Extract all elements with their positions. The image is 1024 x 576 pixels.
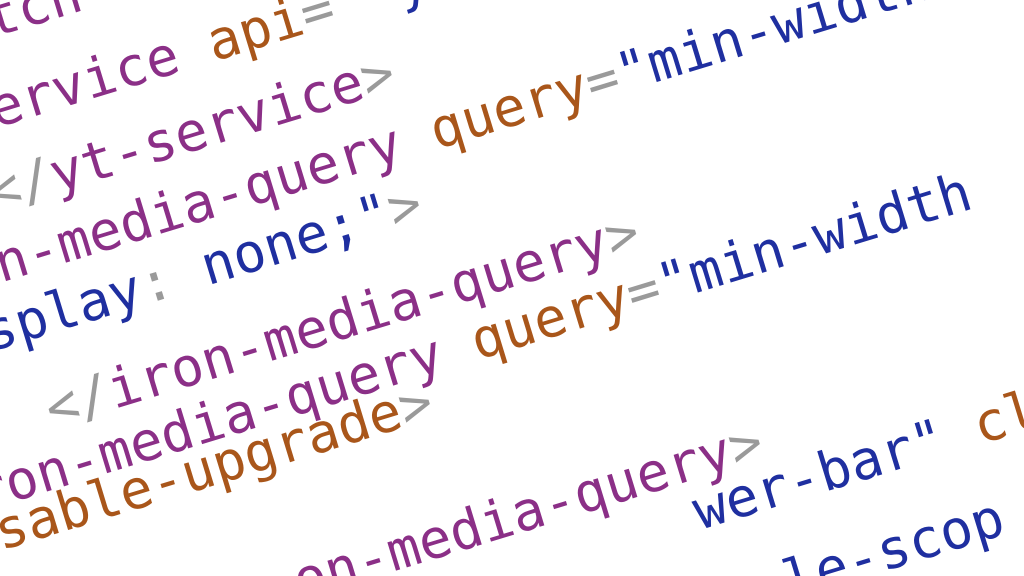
background bbox=[0, 0, 1024, 576]
code-screen: tch hiervice api= "yt</yt-service>on-med… bbox=[0, 0, 1024, 576]
page: {"code_view": {"lines": [ {"tokens": [{"… bbox=[0, 0, 1024, 576]
